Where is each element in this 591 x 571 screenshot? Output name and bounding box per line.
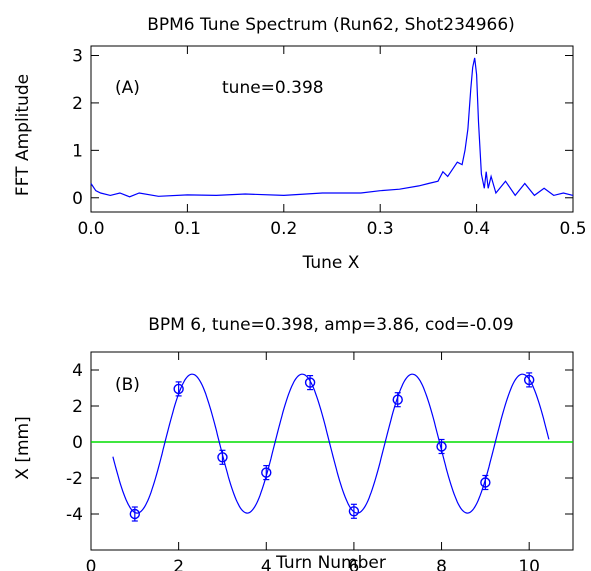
panel-b-y-ticks: -4 -2 0 2 4 — [66, 361, 573, 525]
x-tick-label: 0.2 — [270, 219, 297, 239]
y-tick-label: 3 — [72, 46, 83, 66]
panel-b-data-points — [129, 372, 535, 522]
panel-b-plot: 0 2 4 6 8 10 -4 -2 0 2 4 — [66, 351, 574, 571]
panel-b-ylabel: X [mm] — [13, 416, 33, 479]
panel-a-label: (A) — [115, 78, 140, 98]
x-tick-label: 0.4 — [463, 219, 490, 239]
x-tick-label: 0.5 — [559, 219, 586, 239]
x-tick-label: 8 — [436, 557, 447, 571]
panel-a-title: BPM6 Tune Spectrum (Run62, Shot234966) — [147, 15, 515, 35]
x-tick-label: 4 — [261, 557, 272, 571]
x-tick-label: 10 — [518, 557, 540, 571]
y-tick-label: 2 — [72, 94, 83, 114]
panel-b-fit-curve — [112, 373, 550, 514]
panel-b-title: BPM 6, tune=0.398, amp=3.86, cod=-0.09 — [148, 315, 513, 335]
y-tick-label: 2 — [72, 397, 83, 417]
data-point — [217, 449, 228, 465]
panel-b-x-ticks: 0 2 4 6 8 10 — [86, 352, 540, 571]
data-point — [436, 438, 447, 455]
data-point — [129, 506, 141, 522]
x-tick-label: 2 — [173, 557, 184, 571]
panel-a-spectrum-line — [90, 57, 574, 198]
y-tick-label: -2 — [66, 469, 83, 489]
x-tick-label: 0.0 — [77, 219, 104, 239]
panel-b-label: (B) — [115, 375, 140, 395]
data-point — [304, 375, 316, 391]
panel-b-xlabel: Turn Number — [275, 553, 386, 571]
x-tick-label: 0.3 — [367, 219, 394, 239]
y-tick-label: 1 — [72, 141, 83, 161]
x-tick-label: 0.1 — [174, 219, 201, 239]
panel-b-frame — [90, 351, 574, 551]
panel-a-xlabel: Tune X — [302, 253, 360, 273]
panel-a-y-ticks: 0 1 2 3 — [72, 46, 573, 209]
data-point — [173, 381, 184, 397]
y-tick-label: 0 — [72, 189, 83, 209]
data-point — [480, 474, 491, 491]
panel-a-frame — [90, 45, 574, 213]
data-point — [392, 392, 403, 408]
data-point — [348, 503, 360, 519]
data-point — [523, 372, 535, 388]
y-tick-label: 4 — [72, 361, 83, 381]
data-point — [261, 465, 272, 481]
x-tick-label: 6 — [348, 557, 359, 571]
y-tick-label: 0 — [72, 433, 83, 453]
x-tick-label: 0 — [86, 557, 97, 571]
panel-a-annotation: tune=0.398 — [222, 78, 324, 98]
panel-a-ylabel: FFT Amplitude — [13, 74, 33, 196]
y-tick-label: -4 — [66, 505, 83, 525]
panel-a-x-ticks: 0.0 0.1 0.2 0.3 0.4 0.5 — [77, 46, 587, 239]
panel-a-plot: 0.0 0.1 0.2 0.3 0.4 0.5 0 1 2 3 — [72, 45, 587, 239]
